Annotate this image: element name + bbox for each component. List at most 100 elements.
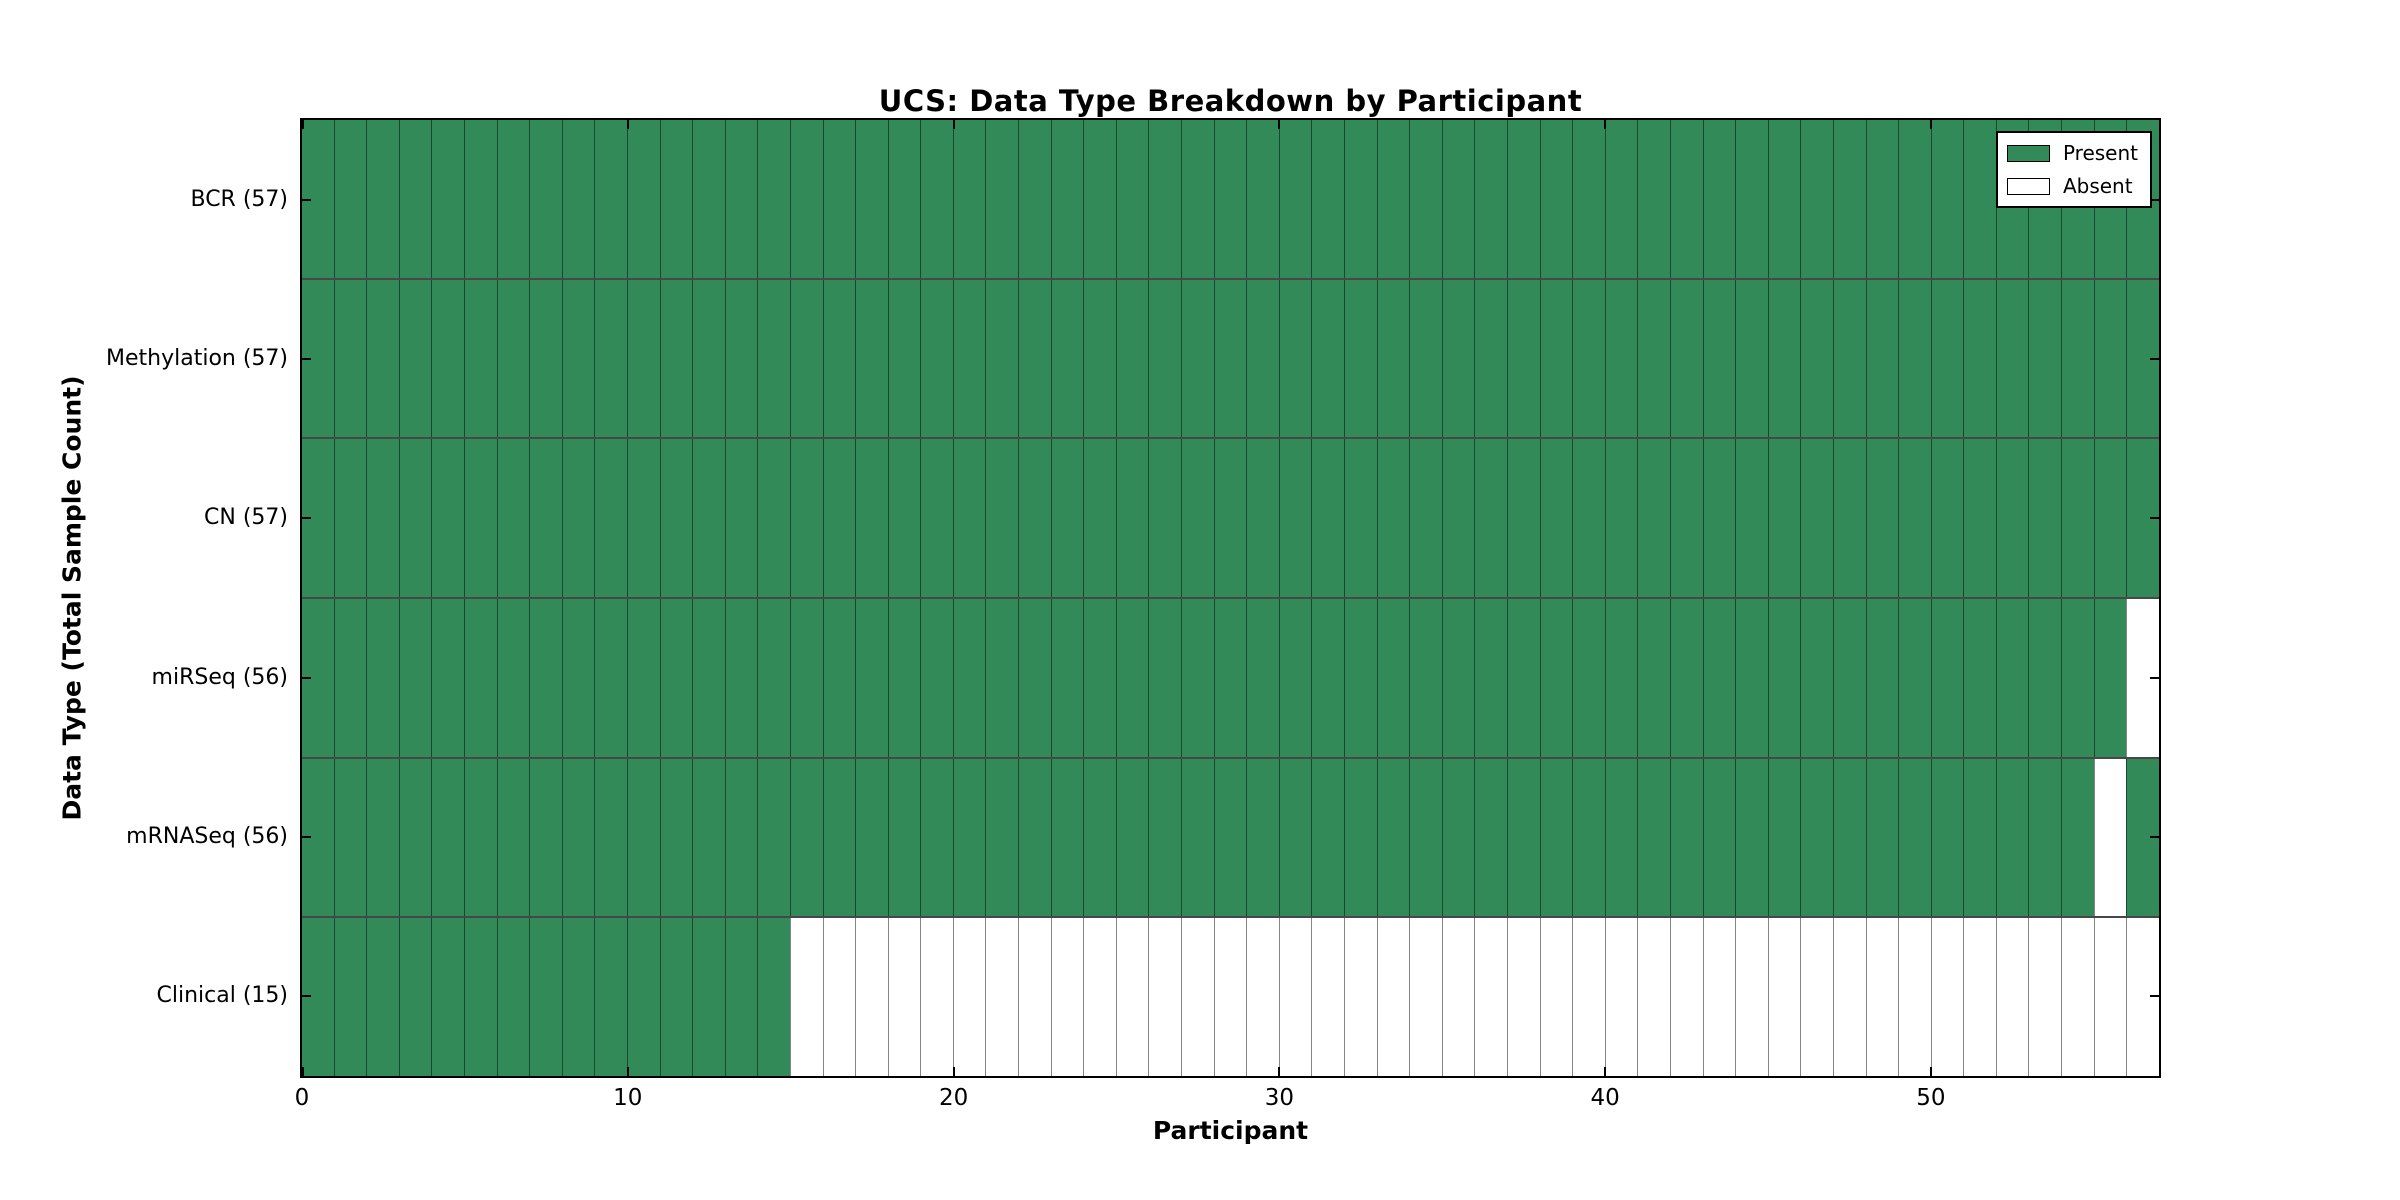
cell [1376, 120, 1410, 278]
cell [1115, 599, 1149, 757]
cell [431, 120, 464, 278]
cell [692, 279, 725, 438]
cell [1832, 120, 1866, 278]
cell [1148, 599, 1182, 757]
cell [1898, 918, 1931, 1077]
cell [463, 758, 497, 917]
cell [1963, 758, 1996, 917]
cell [1735, 918, 1768, 1077]
x-tick-mark [952, 1067, 955, 1076]
cell [952, 120, 986, 278]
cell [887, 439, 921, 598]
cell [1539, 439, 1573, 598]
cell [1995, 439, 2029, 598]
cell [463, 120, 497, 278]
cell [1441, 758, 1475, 917]
cell [1083, 918, 1116, 1077]
cell [1050, 758, 1084, 917]
y-tick-label-clinical: Clinical (15) [156, 983, 288, 1009]
y-tick-mark [302, 676, 311, 679]
cell [1050, 120, 1084, 278]
cell [529, 599, 562, 757]
cell [1702, 439, 1736, 598]
legend-swatch-present-icon [2006, 144, 2050, 162]
cell [496, 758, 530, 917]
cell [1344, 599, 1377, 757]
legend: Present Absent [1995, 131, 2152, 208]
cell [1930, 279, 1964, 438]
cell [1474, 120, 1507, 278]
cell [1213, 599, 1247, 757]
cell [1311, 279, 1344, 438]
cell [1963, 599, 1996, 757]
cell [1800, 279, 1833, 438]
cell [1506, 120, 1540, 278]
x-tick-mark [302, 1067, 304, 1076]
cell [626, 599, 660, 757]
x-tick-mark [626, 1067, 629, 1076]
x-tick-label: 30 [1264, 1085, 1294, 1111]
row-mrnaseq [302, 756, 2159, 917]
cell [1669, 758, 1703, 917]
cell [1930, 120, 1964, 278]
cell [920, 918, 953, 1077]
cell [561, 758, 595, 917]
cell [1213, 918, 1247, 1077]
cell [1474, 758, 1507, 917]
cell [1181, 758, 1214, 917]
cell [1637, 120, 1670, 278]
cell [952, 599, 986, 757]
cell [1506, 279, 1540, 438]
cell [1963, 120, 1996, 278]
cell [366, 439, 399, 598]
cell [757, 439, 790, 598]
cell [496, 279, 530, 438]
cell [1702, 279, 1736, 438]
cell [529, 439, 562, 598]
cell [1376, 918, 1410, 1077]
cell [594, 758, 627, 917]
cell [1898, 758, 1931, 917]
cell [2028, 918, 2062, 1077]
cell [724, 279, 758, 438]
cell [1572, 599, 1605, 757]
chart-title: UCS: Data Type Breakdown by Participant [878, 84, 1583, 118]
cell [1702, 758, 1736, 917]
cell [463, 599, 497, 757]
cell [1572, 918, 1605, 1077]
cell [529, 279, 562, 438]
cell [366, 279, 399, 438]
cell [1767, 120, 1801, 278]
cell [789, 439, 823, 598]
cell [1344, 918, 1377, 1077]
cell [1800, 918, 1833, 1077]
cell [822, 120, 856, 278]
cell [1539, 279, 1573, 438]
cell [398, 758, 432, 917]
cell [1311, 758, 1344, 917]
cell [1735, 120, 1768, 278]
y-tick-label-mrnaseq: mRNASeq (56) [126, 824, 288, 849]
cell [626, 120, 660, 278]
y-tick-mark [302, 517, 311, 520]
heatmap-grid [302, 120, 2159, 1077]
x-tick-label: 10 [613, 1085, 643, 1111]
cell [822, 758, 856, 917]
cell [1898, 599, 1931, 757]
cell [1246, 439, 1279, 598]
cell [561, 120, 595, 278]
cell [692, 120, 725, 278]
cell [985, 599, 1019, 757]
cell [496, 439, 530, 598]
cell [431, 599, 464, 757]
cell [1278, 758, 1312, 917]
cell [1604, 439, 1638, 598]
cell [1572, 279, 1605, 438]
y-tick-mark [2150, 198, 2159, 201]
row-clinical [302, 916, 2159, 1077]
cell [1995, 599, 2029, 757]
cell [1800, 120, 1833, 278]
cell [659, 279, 693, 438]
cell [789, 120, 823, 278]
cell [1278, 918, 1312, 1077]
